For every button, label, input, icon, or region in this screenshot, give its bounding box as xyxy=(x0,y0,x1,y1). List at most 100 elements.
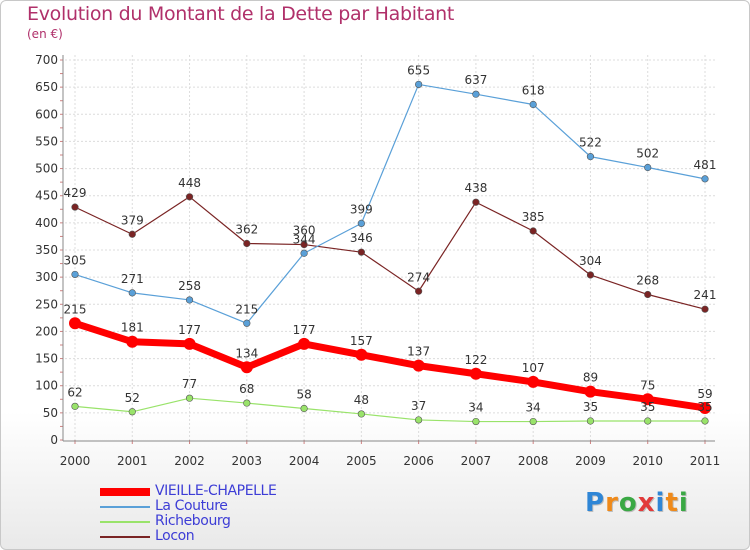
data-label: 274 xyxy=(407,270,430,284)
data-point xyxy=(128,289,136,297)
data-label: 48 xyxy=(354,393,369,407)
y-tick-label: 450 xyxy=(35,189,58,203)
data-point xyxy=(527,375,540,388)
x-tick-label: 2002 xyxy=(174,454,205,468)
data-label: 177 xyxy=(293,323,316,337)
x-tick-label: 2008 xyxy=(518,454,549,468)
data-label: 34 xyxy=(468,401,483,415)
data-label: 34 xyxy=(526,401,541,415)
data-label: 52 xyxy=(125,391,140,405)
data-label: 122 xyxy=(464,353,487,367)
data-point xyxy=(183,337,196,350)
data-point xyxy=(128,230,136,238)
data-label: 62 xyxy=(67,385,82,399)
brand-letter: o xyxy=(618,488,638,518)
legend-swatch xyxy=(100,506,150,508)
data-label: 37 xyxy=(411,399,426,413)
data-label: 655 xyxy=(407,63,430,77)
data-label: 344 xyxy=(293,232,316,246)
y-tick-label: 200 xyxy=(35,324,58,338)
data-point xyxy=(415,416,423,424)
data-label: 35 xyxy=(697,400,712,414)
chart-subtitle: (en €) xyxy=(27,27,63,41)
series-lines xyxy=(69,80,711,426)
data-label: 346 xyxy=(350,231,373,245)
data-label: 75 xyxy=(640,378,655,392)
data-label: 481 xyxy=(694,158,717,172)
data-point xyxy=(699,401,711,414)
data-label: 271 xyxy=(121,272,144,286)
y-tick-label: 50 xyxy=(43,406,58,420)
y-tick-label: 700 xyxy=(35,53,58,67)
data-point xyxy=(472,198,480,206)
data-point xyxy=(243,239,251,248)
data-point xyxy=(586,153,595,161)
data-point xyxy=(69,317,81,330)
data-point xyxy=(529,417,537,426)
data-label: 618 xyxy=(522,84,545,98)
data-point xyxy=(701,417,709,425)
y-tick-label: 0 xyxy=(50,433,58,447)
data-label: 181 xyxy=(121,321,144,335)
data-point xyxy=(240,361,253,374)
y-tick-label: 150 xyxy=(35,352,58,366)
data-label: 215 xyxy=(235,302,258,316)
data-label: 522 xyxy=(579,136,602,150)
legend-label: Richebourg xyxy=(155,513,231,529)
y-tick-label: 100 xyxy=(35,379,58,393)
x-tick-label: 2000 xyxy=(60,454,91,468)
y-tick-label: 300 xyxy=(35,270,58,284)
y-tick-label: 400 xyxy=(35,216,58,230)
data-label: 35 xyxy=(640,400,655,414)
legend-swatch xyxy=(100,488,150,496)
chart-title: Evolution du Montant de la Dette par Hab… xyxy=(27,3,455,25)
legend-swatch xyxy=(100,521,150,523)
x-tick-label: 2004 xyxy=(289,454,320,468)
brand-letter: r xyxy=(605,488,619,518)
data-labels: 215 181 177 134 177 157 137 122 107 89 75 59 305 271 2… xyxy=(64,63,717,414)
data-point xyxy=(185,296,194,304)
x-tick-label: 2001 xyxy=(117,454,148,468)
data-point xyxy=(357,248,365,256)
data-point xyxy=(415,287,423,295)
series-line-1 xyxy=(74,83,706,324)
brand-letter: P xyxy=(585,488,606,518)
series-line-0 xyxy=(71,319,709,412)
data-label: 379 xyxy=(121,213,144,227)
x-tick-label: 2009 xyxy=(575,454,606,468)
legend-label: VIEILLE-CHAPELLE xyxy=(155,483,277,499)
data-point xyxy=(71,402,79,410)
data-label: 177 xyxy=(178,323,201,337)
data-label: 438 xyxy=(464,181,487,195)
x-tick-label: 2011 xyxy=(690,454,721,468)
data-point xyxy=(126,335,139,348)
y-tick-label: 600 xyxy=(35,107,58,121)
data-point xyxy=(298,337,311,350)
data-point xyxy=(355,348,368,361)
data-label: 429 xyxy=(64,186,87,200)
data-label: 68 xyxy=(239,382,254,396)
x-tick-label: 2005 xyxy=(346,454,377,468)
data-point xyxy=(644,290,652,299)
data-label: 241 xyxy=(694,288,717,302)
x-tick-label: 2007 xyxy=(461,454,492,468)
data-point xyxy=(584,385,597,398)
brand-logo: Proxiti xyxy=(585,488,689,518)
y-tick-label: 350 xyxy=(35,243,58,257)
data-point xyxy=(243,399,251,407)
data-label: 360 xyxy=(293,224,316,238)
data-point xyxy=(469,367,482,380)
data-point xyxy=(641,393,654,406)
data-label: 134 xyxy=(235,346,258,360)
y-tick-label: 650 xyxy=(35,80,58,94)
legend-label: La Couture xyxy=(155,498,228,514)
data-point xyxy=(701,175,709,183)
data-point xyxy=(415,80,423,89)
data-point xyxy=(586,271,595,279)
data-label: 258 xyxy=(178,279,201,293)
data-label: 89 xyxy=(583,371,598,385)
data-point xyxy=(701,305,709,313)
data-label: 362 xyxy=(235,222,258,236)
data-label: 448 xyxy=(178,176,201,190)
